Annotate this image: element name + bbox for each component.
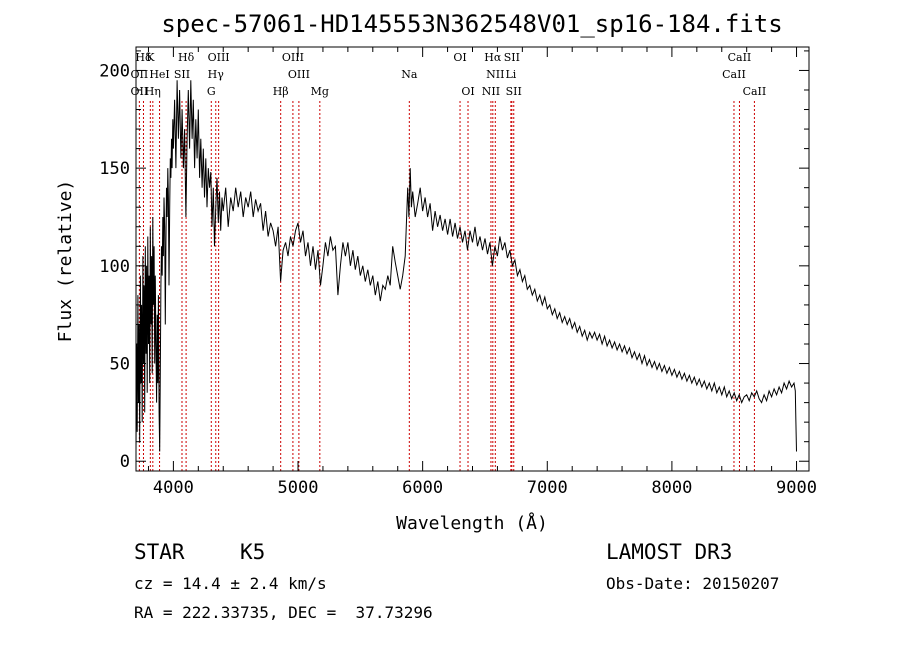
observation-date: Obs-Date: 20150207 [606, 574, 780, 593]
spectral-line-label: OII [131, 85, 149, 98]
spectral-line-label: Hη [145, 85, 161, 98]
x-axis-label: Wavelength (Å) [396, 512, 548, 534]
redshift-readout: cz = 14.4 ± 2.4 km/s [134, 574, 327, 593]
coordinates-readout: RA = 222.33735, DEC = 37.73296 [134, 603, 433, 622]
spectral-line-label: Mg [311, 85, 329, 98]
spectral-line-label: Hδ [178, 51, 195, 64]
spectral-line-label: CaII [743, 85, 767, 98]
spectral-line-label: Hα [484, 51, 502, 64]
x-tick-label: 5000 [278, 478, 319, 498]
spectral-line-label: NII [482, 85, 500, 98]
y-tick-label: 50 [110, 355, 130, 375]
chart-title: spec-57061-HD145553N362548V01_sp16-184.f… [161, 10, 782, 38]
spectrum-series-line [135, 80, 797, 452]
spectral-line-label: OI [461, 85, 474, 98]
object-subclass: K5 [240, 540, 266, 564]
spectral-line-label: CaII [728, 51, 752, 64]
spectral-line-label: SII [506, 85, 522, 98]
spectral-line-label: SII [174, 68, 190, 81]
spectral-line-label: Hβ [273, 85, 289, 98]
y-axis-label: Flux (relative) [55, 180, 76, 343]
spectral-line-label: HeI [149, 68, 169, 81]
spectral-line-label: CaII [722, 68, 746, 81]
spectral-line-label: K [146, 51, 155, 64]
spectral-line-label: SII [504, 51, 520, 64]
spectral-line-label: OIII [282, 51, 304, 64]
spectral-line-label: Hδ [135, 51, 152, 64]
spectral-line-label: NII [486, 68, 504, 81]
y-tick-label: 150 [99, 159, 130, 179]
spectral-line-label: G [207, 85, 216, 98]
spectral-line-label: Na [401, 68, 418, 81]
plot-frame [135, 46, 810, 472]
y-tick-label: 200 [99, 61, 130, 81]
x-tick-label: 7000 [527, 478, 568, 498]
x-tick-label: 4000 [153, 478, 194, 498]
spectral-line-label: Hγ [208, 68, 225, 81]
spectral-line-label: OI [453, 51, 466, 64]
x-tick-label: 9000 [776, 478, 817, 498]
survey-name: LAMOST DR3 [606, 540, 733, 564]
y-tick-label: 0 [120, 452, 130, 472]
y-tick-label: 100 [99, 257, 130, 277]
object-class: STAR [134, 540, 185, 564]
spectral-line-label: Li [505, 68, 516, 81]
x-tick-label: 8000 [651, 478, 692, 498]
spectral-line-label: OIII [288, 68, 310, 81]
spectral-line-label: OII [131, 68, 149, 81]
axis-ticks-layer: 4000 5000 6000 7000 8000 9000 0 50 100 150 200 [99, 47, 817, 498]
x-tick-label: 6000 [402, 478, 443, 498]
spectral-line-label: OIII [208, 51, 230, 64]
